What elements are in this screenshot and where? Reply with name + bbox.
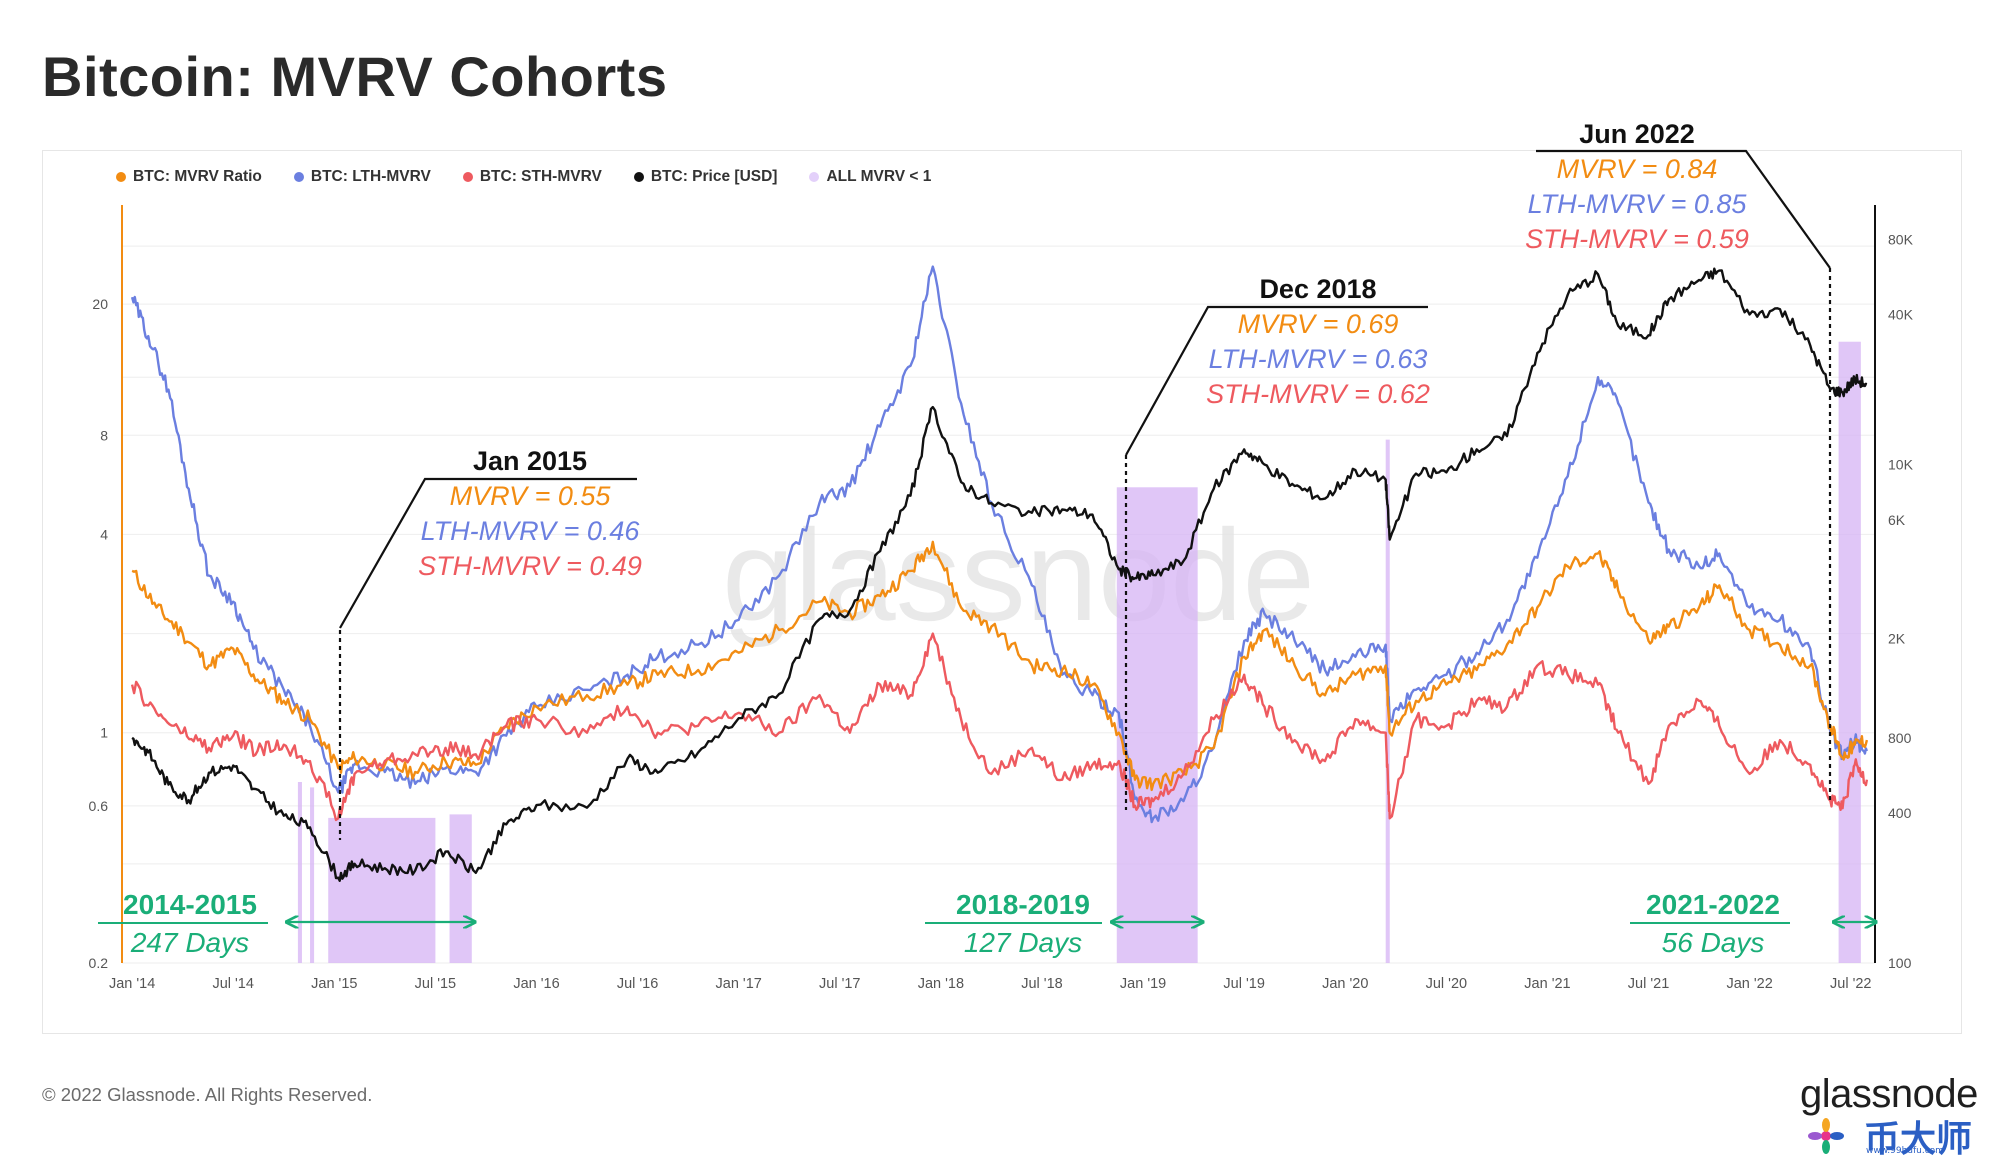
lth-mvrv-line [130,265,1869,824]
right-tick-label-3: 2K [1888,631,1906,647]
price-line [131,267,1868,882]
x-tick-label-2: Jan '15 [311,976,357,992]
mvrv-below-1-band-1 [310,787,315,963]
period-days-2: 56 Days [1662,927,1765,958]
annotation-leader-2 [1536,149,1831,269]
annotation-sth-2: STH-MVRV = 0.59 [1525,224,1749,254]
x-tick-label-0: Jan '14 [109,976,155,992]
annotation-date-1: Dec 2018 [1259,274,1376,304]
legend-item-sth[interactable]: BTC: STH-MVRV [462,168,602,186]
legend-label-price: BTC: Price [USD] [650,168,778,185]
sth-mvrv-line [130,632,1869,822]
left-tick-label-3: 4 [100,526,108,542]
watermark-badge: 币大师 www.99hufu.com [1800,1110,1972,1162]
legend-dot-mvrv [116,172,126,182]
pinwheel-icon [1808,1118,1844,1154]
chart-legend: BTC: MVRV Ratio BTC: LTH-MVRV BTC: STH-M… [116,168,931,186]
right-tick-label-7: 80K [1888,231,1914,247]
left-tick-label-0: 0.2 [89,955,109,971]
annotation-lth-0: LTH-MVRV = 0.46 [421,516,641,546]
left-tick-label-2: 1 [100,725,108,741]
x-tick-label-13: Jul '20 [1426,976,1467,992]
x-tick-label-9: Jul '18 [1021,976,1062,992]
legend-label-bands: ALL MVRV < 1 [826,168,932,185]
right-tick-label-1: 400 [1888,805,1912,821]
legend-dot-lth [293,172,304,182]
annotation-leader-1 [1125,305,1428,456]
x-tick-label-6: Jan '17 [716,976,762,992]
annotation-lth-1: LTH-MVRV = 0.63 [1209,344,1428,374]
x-tick-label-15: Jul '21 [1628,976,1669,992]
mvrv-below-1-band-4 [1116,487,1198,963]
mvrv-below-1-band-6 [1838,341,1861,963]
page-title: Bitcoin: MVRV Cohorts [42,45,668,108]
right-tick-label-4: 6K [1888,512,1906,528]
x-tick-label-10: Jan '19 [1120,976,1166,992]
legend-dot-bands [809,172,820,182]
legend-item-lth[interactable]: BTC: LTH-MVRV [293,168,431,186]
annotation-leader-0 [339,477,637,629]
period-days-0: 247 Days [130,927,249,958]
x-tick-label-17: Jul '22 [1830,976,1871,992]
glassnode-watermark: glassnode [722,502,1315,648]
x-tick-label-3: Jul '15 [415,976,456,992]
period-label-0: 2014-2015 [123,889,257,920]
footer-copyright: © 2022 Glassnode. All Rights Reserved. [42,1084,373,1105]
chart-frame [42,150,1962,1034]
right-tick-label-2: 800 [1888,730,1912,746]
period-days-1: 127 Days [964,927,1082,958]
annotation-sth-1: STH-MVRV = 0.62 [1206,379,1430,409]
annotation-mvrv-0: MVRV = 0.55 [450,481,612,511]
x-tick-label-8: Jan '18 [918,976,964,992]
x-tick-label-11: Jul '19 [1223,976,1264,992]
x-tick-label-14: Jan '21 [1524,976,1570,992]
legend-label-sth: BTC: STH-MVRV [479,168,602,185]
x-tick-label-16: Jan '22 [1726,976,1772,992]
legend-item-mvrv[interactable]: BTC: MVRV Ratio [116,168,262,186]
x-tick-label-5: Jul '16 [617,976,658,992]
right-tick-label-6: 40K [1888,306,1914,322]
x-tick-label-4: Jan '16 [513,976,559,992]
mvrv-below-1-band-3 [449,814,472,963]
watermark-url: www.99hufu.com [1866,1146,1944,1156]
glassnode-logo: glassnode [1800,1072,1978,1116]
right-tick-label-5: 10K [1888,457,1914,473]
legend-dot-price [633,172,644,182]
annotation-date-2: Jun 2022 [1579,119,1695,149]
legend-dot-sth [462,172,473,182]
x-tick-label-1: Jul '14 [212,976,253,992]
legend-item-bands[interactable]: ALL MVRV < 1 [809,168,931,186]
left-tick-label-4: 8 [100,427,108,443]
mvrv-below-1-band-2 [328,817,436,963]
x-tick-label-12: Jan '20 [1322,976,1368,992]
left-tick-label-1: 0.6 [89,798,109,814]
x-tick-label-7: Jul '17 [819,976,860,992]
legend-label-mvrv: BTC: MVRV Ratio [133,168,262,185]
annotation-mvrv-1: MVRV = 0.69 [1238,309,1399,339]
mvrv-below-1-band-0 [297,781,302,963]
annotation-mvrv-2: MVRV = 0.84 [1557,154,1718,184]
annotation-sth-0: STH-MVRV = 0.49 [418,551,642,581]
legend-item-price[interactable]: BTC: Price [USD] [633,168,778,186]
annotation-date-0: Jan 2015 [473,446,587,476]
period-label-2: 2021-2022 [1646,889,1780,920]
annotation-lth-2: LTH-MVRV = 0.85 [1528,189,1748,219]
left-tick-label-5: 20 [92,296,108,312]
legend-label-lth: BTC: LTH-MVRV [310,168,431,185]
period-label-1: 2018-2019 [956,889,1090,920]
right-tick-label-0: 100 [1888,955,1912,971]
